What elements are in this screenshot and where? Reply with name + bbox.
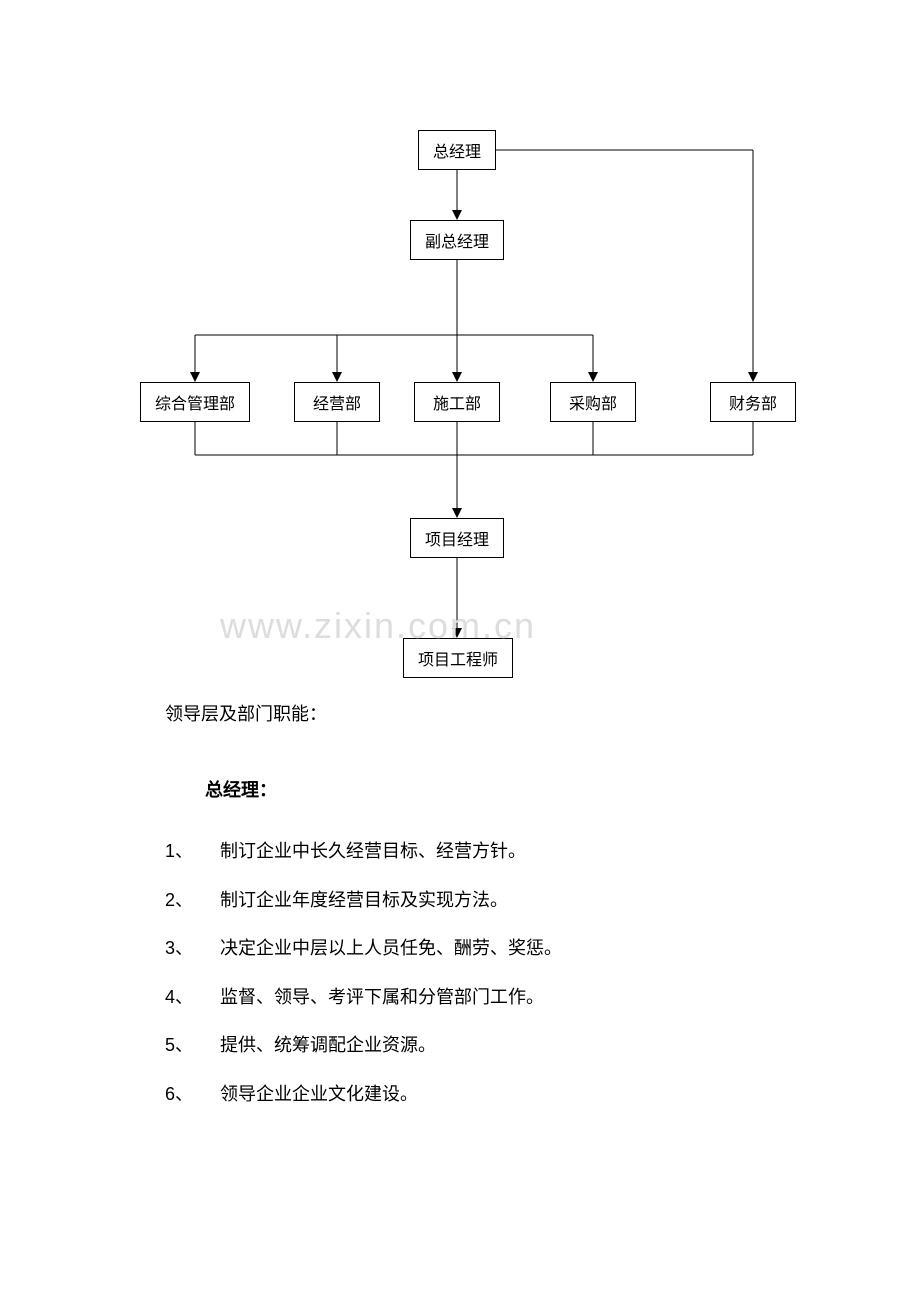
node-label: 采购部 [569,390,617,414]
node-project-manager: 项目经理 [410,518,504,558]
node-label: 财务部 [729,390,777,414]
section-title: 领导层及部门职能： [165,700,765,726]
list-text: 决定企业中层以上人员任免、酬劳、奖惩。 [220,924,765,973]
text-section: 领导层及部门职能： 总经理： 1、 制订企业中长久经营目标、经营方针。 2、 制… [165,700,765,1119]
node-general-manager: 总经理 [418,130,496,170]
node-dept-admin: 综合管理部 [140,382,250,422]
list-text: 制订企业中长久经营目标、经营方针。 [220,827,765,876]
node-label: 项目工程师 [418,646,498,670]
node-project-engineer: 项目工程师 [403,638,513,678]
node-label: 经营部 [313,390,361,414]
node-label: 施工部 [433,390,481,414]
list-text: 制订企业年度经营目标及实现方法。 [220,876,765,925]
list-number: 2、 [165,876,220,925]
node-deputy-general-manager: 副总经理 [410,220,504,260]
list-number: 3、 [165,924,220,973]
list-item: 6、 领导企业企业文化建设。 [165,1070,765,1119]
list-number: 6、 [165,1070,220,1119]
list-number: 1、 [165,827,220,876]
list-item: 2、 制订企业年度经营目标及实现方法。 [165,876,765,925]
list-item: 5、 提供、统筹调配企业资源。 [165,1021,765,1070]
role-title: 总经理： [205,776,765,802]
list-text: 提供、统筹调配企业资源。 [220,1021,765,1070]
node-label: 项目经理 [425,526,489,550]
node-label: 总经理 [433,138,481,162]
list-item: 4、 监督、领导、考评下属和分管部门工作。 [165,973,765,1022]
responsibility-list: 1、 制订企业中长久经营目标、经营方针。 2、 制订企业年度经营目标及实现方法。… [165,827,765,1119]
list-item: 1、 制订企业中长久经营目标、经营方针。 [165,827,765,876]
list-item: 3、 决定企业中层以上人员任免、酬劳、奖惩。 [165,924,765,973]
org-chart: 总经理 副总经理 综合管理部 经营部 施工部 采购部 财务部 项目经理 项目工程… [0,120,920,680]
list-text: 领导企业企业文化建设。 [220,1070,765,1119]
list-text: 监督、领导、考评下属和分管部门工作。 [220,973,765,1022]
node-dept-procurement: 采购部 [550,382,636,422]
node-dept-operations: 经营部 [294,382,380,422]
node-dept-construction: 施工部 [414,382,500,422]
list-number: 5、 [165,1021,220,1070]
node-label: 副总经理 [425,228,489,252]
node-label: 综合管理部 [155,390,235,414]
node-dept-finance: 财务部 [710,382,796,422]
list-number: 4、 [165,973,220,1022]
